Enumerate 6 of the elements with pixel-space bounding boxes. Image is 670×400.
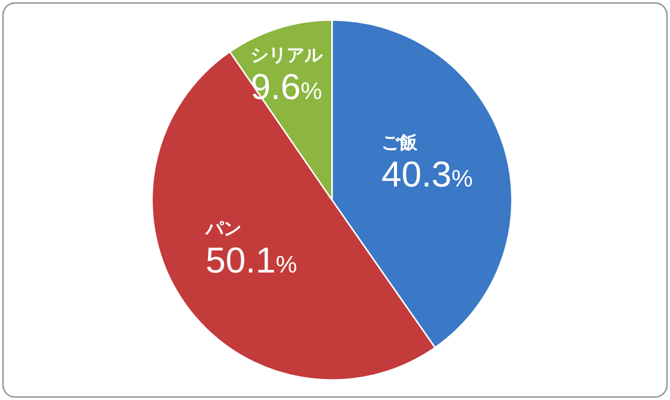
data-label: 50.1%	[206, 239, 298, 280]
data-label: 40.3%	[381, 153, 473, 194]
data-label: 9.6%	[250, 66, 322, 108]
slice-label: ご飯	[381, 132, 418, 152]
slice-label: シリアル	[250, 45, 324, 66]
slice-label: パン	[204, 218, 242, 238]
